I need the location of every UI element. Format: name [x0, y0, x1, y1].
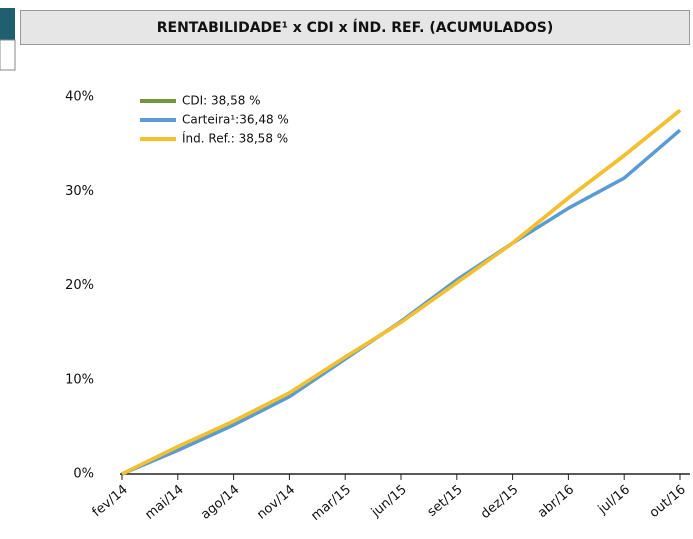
- sidebar-tab: [0, 8, 15, 40]
- y-tick-label: 30%: [65, 184, 94, 199]
- y-tick-label: 0%: [73, 467, 94, 482]
- y-tick-label: 20%: [65, 278, 94, 293]
- legend-label: Índ. Ref.: 38,58 %: [182, 131, 288, 146]
- series-line: [121, 109, 682, 476]
- x-tick-label: jul/16: [595, 482, 633, 518]
- x-tick-label: jun/15: [368, 482, 410, 520]
- y-tick-label: 10%: [65, 372, 94, 387]
- x-tick-label: ago/14: [198, 482, 242, 522]
- x-tick-label: nov/14: [254, 482, 298, 522]
- x-tick-label: fev/14: [90, 482, 131, 520]
- x-tick-label: dez/15: [478, 482, 521, 522]
- series-line: [121, 109, 682, 476]
- series-line: [121, 128, 682, 476]
- x-tick-label: mar/15: [308, 482, 354, 524]
- legend-label: Carteira¹:36,48 %: [182, 113, 289, 127]
- y-tick-label: 40%: [65, 90, 94, 105]
- x-tick-label: set/15: [425, 482, 466, 520]
- sidebar-tab: [0, 39, 16, 71]
- x-tick-label: abr/16: [535, 482, 577, 521]
- legend-label: CDI: 38,58 %: [182, 94, 261, 108]
- x-tick-label: out/16: [647, 482, 689, 521]
- x-tick-label: mai/14: [142, 482, 186, 523]
- chart-title: RENTABILIDADE¹ x CDI x ÍND. REF. (ACUMUL…: [157, 19, 554, 36]
- title-bar: [20, 10, 690, 45]
